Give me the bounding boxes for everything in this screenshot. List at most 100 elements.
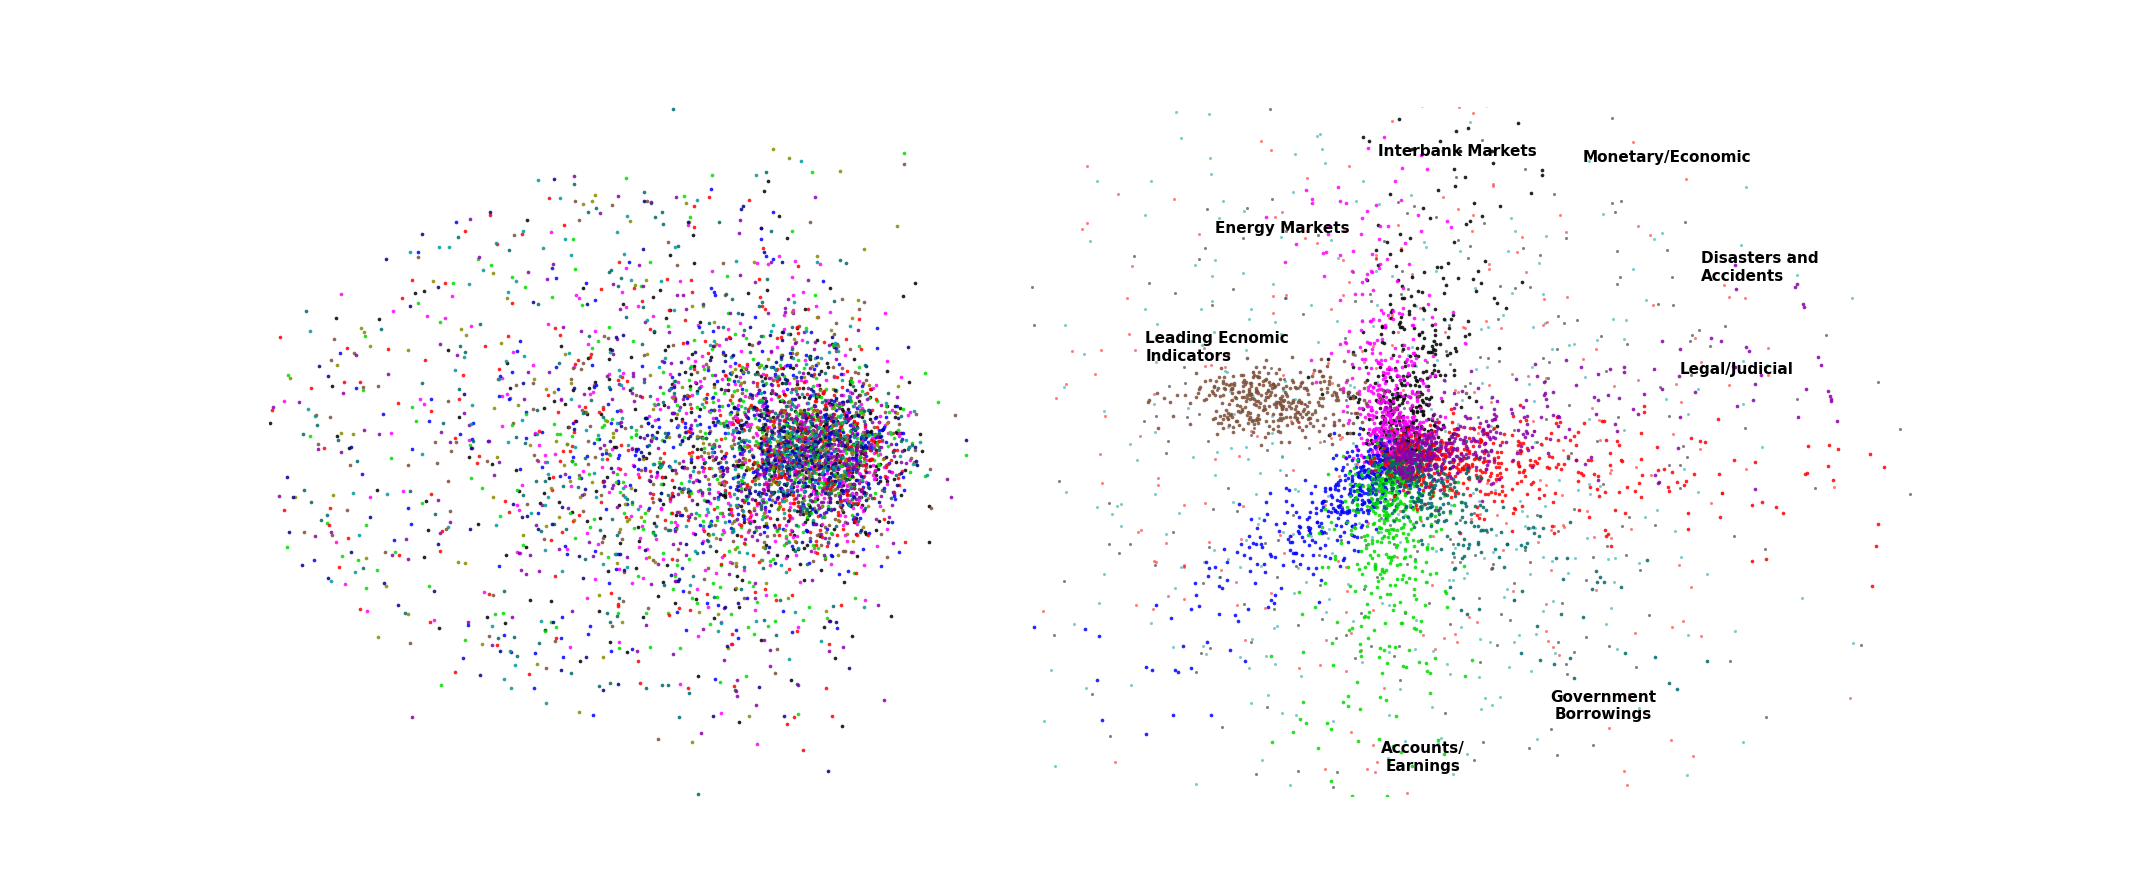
Point <box>745 446 780 460</box>
Point <box>825 518 859 532</box>
Point <box>848 420 883 434</box>
Point <box>793 413 827 427</box>
Point <box>853 438 887 452</box>
Point <box>1390 351 1424 366</box>
Point <box>752 472 786 486</box>
Point <box>623 430 657 444</box>
Point <box>1519 619 1553 633</box>
Point <box>831 494 866 509</box>
Point <box>778 448 812 462</box>
Point <box>1037 628 1072 642</box>
Point <box>1362 232 1396 246</box>
Point <box>739 603 773 618</box>
Point <box>758 460 793 475</box>
Point <box>621 569 655 583</box>
Point <box>960 478 995 493</box>
Point <box>1443 400 1478 414</box>
Point <box>1368 441 1403 455</box>
Point <box>1181 251 1216 266</box>
Point <box>604 415 638 429</box>
Point <box>1394 476 1428 490</box>
Point <box>1413 491 1448 505</box>
Point <box>853 424 887 438</box>
Point <box>1486 500 1521 514</box>
Point <box>619 427 653 442</box>
Point <box>1446 549 1480 563</box>
Point <box>1609 506 1643 520</box>
Point <box>642 419 677 434</box>
Point <box>797 435 831 450</box>
Point <box>1605 519 1639 533</box>
Point <box>1590 617 1624 631</box>
Point <box>1403 512 1437 527</box>
Point <box>748 378 782 392</box>
Point <box>705 464 739 478</box>
Point <box>859 522 894 536</box>
Point <box>1418 264 1452 278</box>
Point <box>1405 494 1439 509</box>
Point <box>799 391 833 405</box>
Point <box>705 347 739 361</box>
Point <box>724 446 758 460</box>
Point <box>1364 435 1398 450</box>
Point <box>906 512 941 527</box>
Point <box>713 366 748 380</box>
Point <box>694 449 728 463</box>
Point <box>698 450 732 464</box>
Point <box>1368 480 1403 494</box>
Point <box>1345 619 1379 633</box>
Point <box>842 324 876 338</box>
Point <box>629 273 664 287</box>
Point <box>743 485 778 500</box>
Point <box>984 565 1018 579</box>
Point <box>1538 416 1572 430</box>
Point <box>763 372 797 386</box>
Point <box>969 503 1003 518</box>
Point <box>1416 345 1450 359</box>
Point <box>1254 586 1289 600</box>
Point <box>1381 497 1416 511</box>
Point <box>1278 237 1312 251</box>
Point <box>685 397 720 411</box>
Point <box>649 430 683 444</box>
Point <box>1420 459 1454 473</box>
Point <box>1441 270 1476 284</box>
Point <box>810 423 844 437</box>
Point <box>621 502 655 517</box>
Point <box>1355 424 1390 438</box>
Point <box>1392 485 1426 499</box>
Point <box>1424 473 1458 487</box>
Point <box>1370 462 1405 477</box>
Point <box>1955 359 1989 374</box>
Point <box>750 464 784 478</box>
Point <box>778 468 812 483</box>
Point <box>735 338 769 352</box>
Point <box>1349 463 1383 477</box>
Point <box>1396 420 1431 434</box>
Point <box>821 460 855 475</box>
Point <box>1360 405 1394 419</box>
Point <box>803 434 838 449</box>
Point <box>1381 425 1416 439</box>
Point <box>786 456 821 470</box>
Point <box>1413 508 1448 522</box>
Point <box>1400 465 1435 479</box>
Point <box>666 482 700 496</box>
Point <box>369 578 404 593</box>
Point <box>861 427 896 442</box>
Point <box>818 460 853 475</box>
Point <box>797 465 831 479</box>
Point <box>1274 409 1308 424</box>
Point <box>1718 399 1753 413</box>
Point <box>790 424 825 438</box>
Point <box>769 438 803 452</box>
Point <box>1254 549 1289 563</box>
Point <box>520 506 554 520</box>
Point <box>851 464 885 478</box>
Point <box>808 402 842 417</box>
Point <box>1418 460 1452 475</box>
Point <box>1400 478 1435 493</box>
Point <box>1400 493 1435 507</box>
Point <box>808 620 842 634</box>
Point <box>1478 401 1512 416</box>
